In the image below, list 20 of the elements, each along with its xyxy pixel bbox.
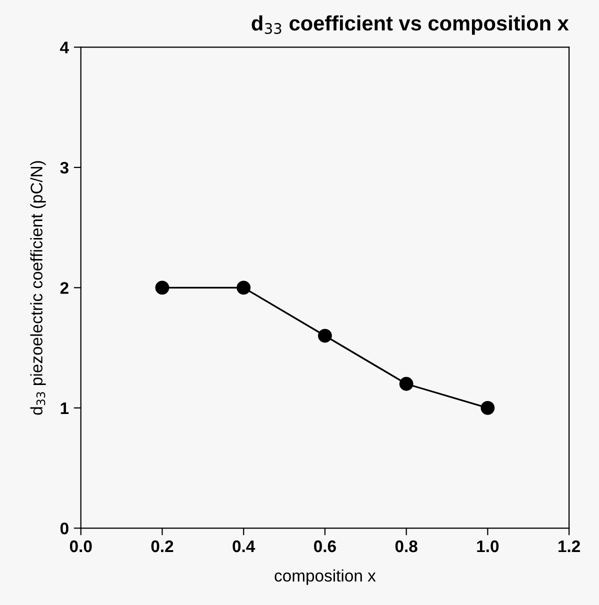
y-axis-title: d$_{33}$ piezoelectric coefficient (pC/N): [30, 161, 46, 415]
point: [155, 280, 170, 295]
y-tick-label: 4: [60, 42, 69, 54]
y-tick-label: 2: [60, 282, 68, 294]
x-tick-label: 0.6: [314, 540, 336, 552]
y-tick-label: 1: [60, 402, 69, 414]
y-tick-label: 0: [60, 522, 68, 534]
x-tick-label: 1.2: [558, 540, 580, 552]
x-tick-label: 1.0: [477, 540, 499, 552]
x-tick-label: 0.2: [151, 540, 174, 552]
chart-title: d$_{33}$ coefficient vs composition x: [252, 15, 569, 35]
point: [399, 376, 414, 391]
x-tick-label: 0.0: [70, 540, 92, 552]
y-tick-label: 3: [60, 162, 68, 174]
point: [318, 328, 332, 343]
x-axis-title: composition x: [274, 569, 376, 585]
x-tick-label: 0.8: [395, 540, 418, 552]
point: [480, 400, 495, 415]
x-tick-label: 0.4: [232, 540, 256, 552]
point: [236, 280, 251, 295]
